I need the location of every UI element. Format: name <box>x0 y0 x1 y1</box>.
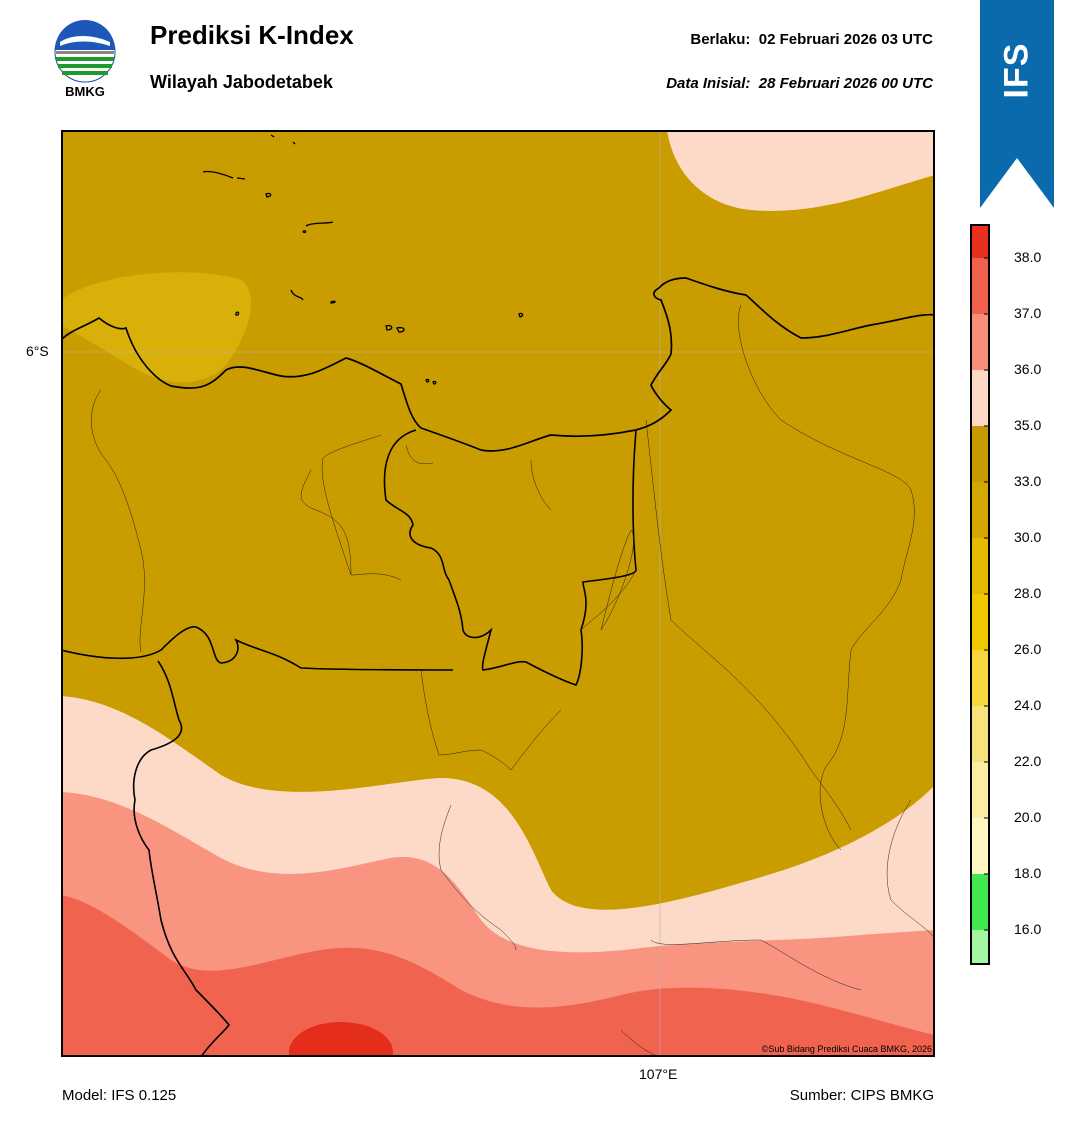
ribbon-label: IFS <box>980 0 1054 140</box>
colorbar-band <box>970 426 990 482</box>
colorbar-tick-label: 36.0 <box>1014 361 1042 377</box>
colorbar-tick-label: 24.0 <box>1014 697 1042 713</box>
province-boundary-south <box>132 660 231 1057</box>
initial-time: Data Inisial: 28 Februari 2026 00 UTC <box>666 75 933 92</box>
colorbar-tick-label: 38.0 <box>1014 249 1042 265</box>
kindex-35-36-area-ne <box>667 130 935 211</box>
colorbar-tick-label: 35.0 <box>1014 417 1042 433</box>
source-info: Sumber: CIPS BMKG <box>789 1087 934 1104</box>
colorbar-band <box>970 650 990 706</box>
initial-value: 28 Februari 2026 00 UTC <box>758 75 933 92</box>
colorbar-tick-label: 22.0 <box>1014 753 1042 769</box>
valid-value: 02 Februari 2026 03 UTC <box>758 31 933 48</box>
colorbar-band <box>970 224 990 258</box>
colorbar-band <box>970 874 990 930</box>
kindex-37-38-area <box>61 895 935 1057</box>
map-frame <box>61 130 935 1057</box>
regency-boundaries <box>91 304 935 1057</box>
colorbar-tick-label: 26.0 <box>1014 641 1042 657</box>
bmkg-logo: BMKG <box>52 20 118 102</box>
kindex-38-plus-area <box>289 1022 393 1057</box>
colorbar-tick-label: 28.0 <box>1014 585 1042 601</box>
colorbar-tick-label: 18.0 <box>1014 865 1042 881</box>
valid-time: Berlaku: 02 Februari 2026 03 UTC <box>690 31 933 48</box>
kindex-30-33-area <box>61 272 251 383</box>
colorbar-band <box>970 314 990 370</box>
colorbar-band <box>970 370 990 426</box>
ribbon-text: IFS <box>997 42 1036 98</box>
valid-label: Berlaku: <box>690 31 751 48</box>
coastline <box>61 277 935 452</box>
colorbar-band <box>970 258 990 314</box>
colorbar-band <box>970 482 990 538</box>
initial-label: Data Inisial: <box>666 75 751 92</box>
longitude-label: 107°E <box>639 1066 678 1082</box>
map-credit: ©Sub Bidang Prediksi Cuaca BMKG, 2026 <box>761 1044 932 1054</box>
logo-text: BMKG <box>65 84 105 99</box>
bmkg-logo-icon <box>54 20 116 83</box>
ifs-ribbon <box>980 0 1054 208</box>
page-title: Prediksi K-Index <box>150 20 354 50</box>
page-subtitle: Wilayah Jabodetabek <box>150 72 333 92</box>
kindex-map <box>61 130 935 1057</box>
colorbar-tick-label: 20.0 <box>1014 809 1042 825</box>
colorbar-band <box>970 930 990 965</box>
colorbar-band <box>970 706 990 762</box>
colorbar-tick-label: 30.0 <box>1014 529 1042 545</box>
province-boundary-banten <box>61 626 454 671</box>
colorbar-band <box>970 538 990 594</box>
islands <box>202 134 524 385</box>
colorbar-band <box>970 594 990 650</box>
colorbar-band <box>970 762 990 818</box>
colorbar-band <box>970 818 990 874</box>
latitude-label: 6°S <box>26 343 49 359</box>
model-info: Model: IFS 0.125 <box>62 1087 177 1104</box>
colorbar-tick-label: 16.0 <box>1014 921 1042 937</box>
colorbar <box>970 224 990 965</box>
colorbar-tick-label: 37.0 <box>1014 305 1042 321</box>
colorbar-tick-label: 33.0 <box>1014 473 1042 489</box>
province-boundary-jakarta <box>383 429 637 686</box>
